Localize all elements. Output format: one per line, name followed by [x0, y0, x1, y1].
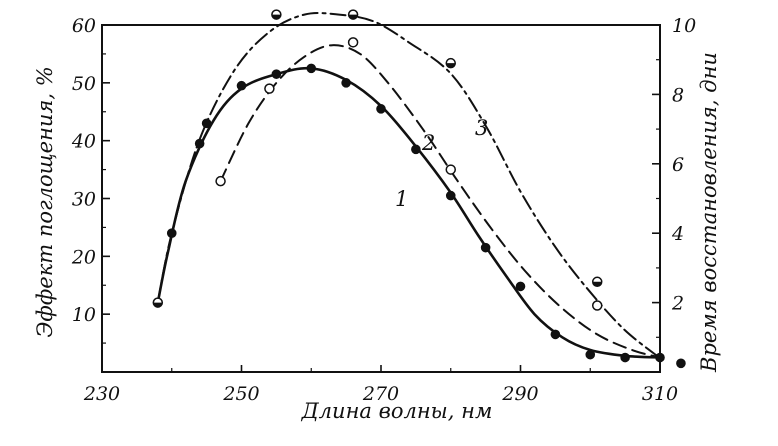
series-1-point: [376, 104, 386, 114]
data-points: [152, 9, 686, 369]
series-3-point: [445, 57, 456, 69]
series-1-point: [480, 242, 491, 253]
series-1-curve: [156, 66, 662, 359]
x-tick-label: 290: [501, 383, 538, 405]
series-1-point: [655, 352, 665, 363]
y-right-tick-label: 4: [671, 223, 684, 245]
series-1-point: [445, 190, 456, 201]
tick-marks: [101, 24, 661, 372]
curve-label-3: 3: [475, 116, 488, 140]
y-right-tick-label: 6: [672, 154, 684, 176]
x-tick-label: 230: [83, 383, 120, 405]
series-2-point: [347, 37, 359, 48]
series-2-point: [264, 83, 275, 94]
x-tick-label: 250: [222, 383, 259, 405]
series-2-point: [215, 175, 226, 187]
y-left-tick-label: 10: [72, 304, 96, 326]
series-3-point: [591, 276, 603, 288]
series-1-point: [585, 349, 596, 360]
curve-label-1: 1: [395, 187, 408, 211]
series-3-point: [152, 297, 164, 308]
series-1-point: [550, 329, 561, 340]
y-left-tick-label: 50: [72, 73, 96, 95]
y-axis-left-title: Эффект поглощения, %: [33, 66, 57, 337]
x-tick-label: 310: [642, 383, 678, 405]
series-1-point: [236, 80, 247, 91]
plot-frame: [101, 24, 661, 373]
x-tick-label: 270: [362, 383, 399, 405]
series-1-point: [201, 118, 212, 129]
plot-border: [101, 24, 661, 373]
y-left-tick-label: 40: [71, 131, 96, 153]
y-right-tick-label: 2: [671, 293, 684, 315]
y-left-tick-label: 60: [72, 15, 96, 37]
series-3-curve: [156, 12, 661, 360]
series-1-point: [676, 358, 686, 369]
y-left-tick-label: 30: [72, 189, 96, 211]
series-1-point: [341, 78, 351, 88]
series-1-point: [166, 228, 177, 238]
series-1-point: [194, 138, 205, 149]
series-curves: [156, 12, 662, 360]
y-left-tick-label: 20: [71, 246, 96, 268]
series-3-point: [347, 9, 359, 20]
series-1-point: [620, 352, 630, 363]
y-right-tick-label: 8: [672, 84, 684, 106]
curve-label-2: 2: [421, 131, 435, 155]
series-2-point: [591, 300, 603, 311]
x-axis-title: Длина волны, нм: [301, 399, 493, 423]
series-1-point: [411, 144, 421, 155]
series-2-curve: [219, 44, 661, 359]
series-2-point: [445, 164, 456, 175]
series-1-point: [306, 63, 317, 74]
series-1-point: [271, 69, 282, 79]
series-3-point: [271, 9, 282, 20]
tick-labels: 230 250 270 290 310 10 20 30 40 50 60 2 4 6 8 10: [71, 15, 696, 405]
y-axis-right-title: Время восстановления, дни: [697, 52, 721, 373]
y-right-tick-label: 10: [672, 15, 696, 37]
series-1-point: [515, 281, 526, 292]
